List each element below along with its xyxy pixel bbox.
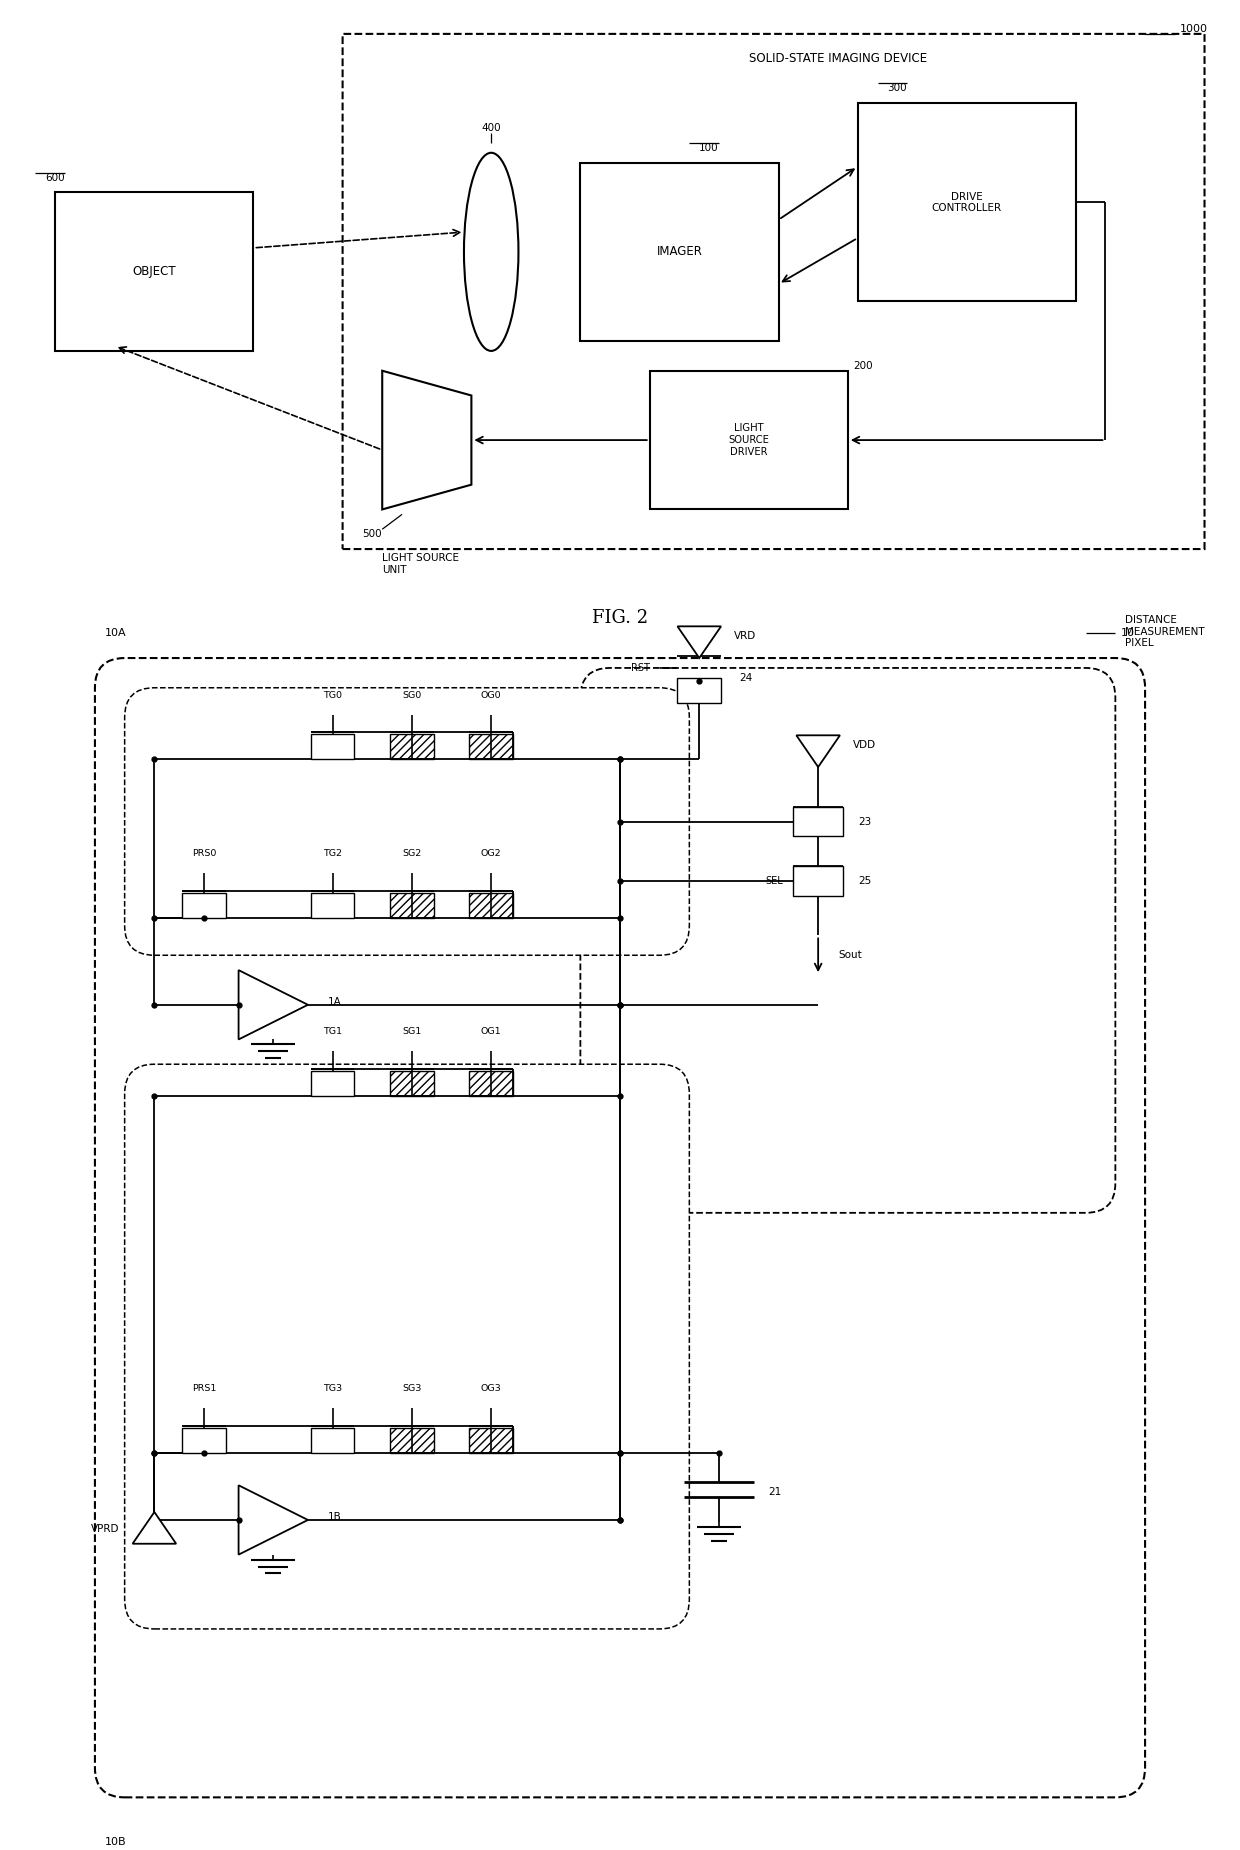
Text: OBJECT: OBJECT (133, 265, 176, 277)
Text: OG3: OG3 (481, 1384, 502, 1393)
Polygon shape (238, 1486, 308, 1554)
Text: 21: 21 (769, 1487, 782, 1497)
Bar (794, 866, 843, 895)
Text: PRS1: PRS1 (192, 1384, 216, 1393)
Bar (470, 1428, 513, 1452)
FancyBboxPatch shape (125, 688, 689, 955)
Bar (391, 894, 434, 918)
Text: 200: 200 (853, 361, 873, 370)
Text: LIGHT SOURCE
UNIT: LIGHT SOURCE UNIT (382, 553, 459, 575)
Text: 1000: 1000 (1179, 24, 1208, 33)
Polygon shape (796, 734, 839, 768)
Text: RST: RST (631, 662, 650, 673)
Polygon shape (238, 969, 308, 1040)
Bar (311, 734, 355, 758)
Text: 25: 25 (858, 875, 870, 886)
Text: 24: 24 (739, 673, 753, 683)
Bar (470, 1071, 513, 1095)
Text: FIG. 2: FIG. 2 (591, 609, 649, 627)
Bar (391, 1428, 434, 1452)
Text: PRS0: PRS0 (192, 849, 216, 858)
Bar (182, 894, 226, 918)
Polygon shape (133, 1511, 176, 1543)
Text: OG2: OG2 (481, 849, 501, 858)
Bar (311, 1428, 355, 1452)
Bar (56, 192, 253, 352)
Bar (182, 1428, 226, 1452)
Text: SG1: SG1 (402, 1027, 422, 1036)
Text: IMAGER: IMAGER (656, 246, 702, 259)
Text: 1A: 1A (327, 997, 341, 1006)
Text: SEL: SEL (766, 875, 784, 886)
Polygon shape (382, 370, 471, 509)
Text: 10: 10 (1121, 629, 1135, 638)
Bar (311, 1071, 355, 1095)
Text: LIGHT
SOURCE
DRIVER: LIGHT SOURCE DRIVER (728, 424, 769, 457)
Bar (470, 734, 513, 758)
Text: VPRD: VPRD (92, 1524, 120, 1534)
Bar (650, 370, 848, 509)
Bar (858, 104, 1076, 302)
Text: SG0: SG0 (402, 690, 422, 699)
FancyBboxPatch shape (580, 668, 1115, 1214)
Text: VDD: VDD (853, 740, 875, 751)
Text: 400: 400 (481, 122, 501, 133)
Text: TG3: TG3 (324, 1384, 342, 1393)
Text: 1B: 1B (327, 1511, 341, 1523)
Bar (677, 677, 720, 703)
Text: 100: 100 (699, 142, 719, 154)
Text: DISTANCE
MEASUREMENT
PIXEL: DISTANCE MEASUREMENT PIXEL (1125, 614, 1205, 648)
Text: TG0: TG0 (324, 690, 342, 699)
Bar (391, 734, 434, 758)
Text: SG3: SG3 (402, 1384, 422, 1393)
Polygon shape (677, 627, 720, 659)
Text: DRIVE
CONTROLLER: DRIVE CONTROLLER (931, 192, 1002, 213)
Text: VRD: VRD (734, 631, 756, 642)
Text: SG2: SG2 (402, 849, 422, 858)
Text: OG0: OG0 (481, 690, 501, 699)
Bar (311, 894, 355, 918)
Text: SOLID-STATE IMAGING DEVICE: SOLID-STATE IMAGING DEVICE (749, 52, 928, 65)
Text: TG1: TG1 (324, 1027, 342, 1036)
Text: TG2: TG2 (324, 849, 342, 858)
FancyBboxPatch shape (342, 33, 1204, 549)
Text: 600: 600 (46, 172, 64, 183)
Text: OG1: OG1 (481, 1027, 501, 1036)
Text: 10A: 10A (105, 629, 126, 638)
Bar (794, 807, 843, 836)
Bar (391, 1071, 434, 1095)
Text: 300: 300 (888, 83, 908, 93)
Text: 23: 23 (858, 816, 870, 827)
Text: 500: 500 (362, 529, 382, 538)
FancyBboxPatch shape (125, 1064, 689, 1630)
Text: Sout: Sout (838, 951, 862, 960)
Text: 10B: 10B (105, 1837, 126, 1846)
Bar (580, 163, 779, 340)
FancyBboxPatch shape (95, 659, 1145, 1798)
Bar (470, 894, 513, 918)
Ellipse shape (464, 154, 518, 352)
